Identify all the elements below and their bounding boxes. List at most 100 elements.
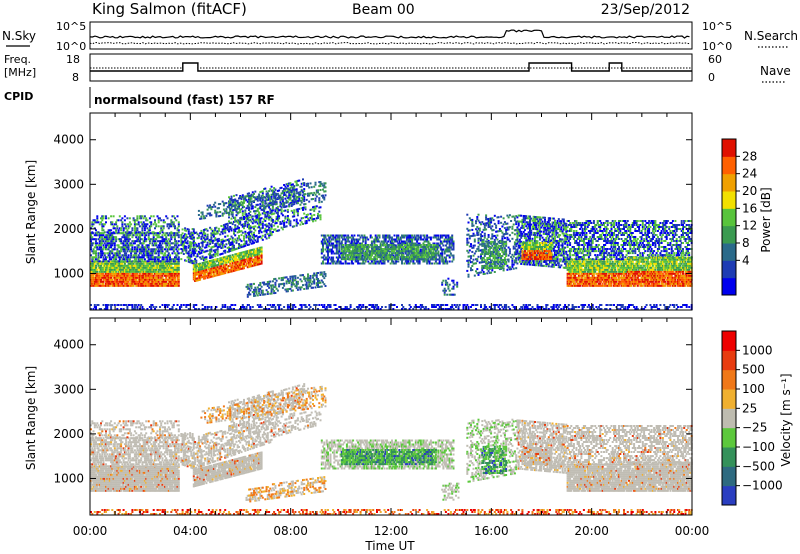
scatter-cell	[242, 210, 244, 212]
scatter-cell	[141, 258, 143, 260]
scatter-cell	[145, 225, 147, 227]
scatter-cell	[91, 236, 93, 238]
scatter-cell	[287, 215, 289, 217]
scatter-cell	[128, 248, 130, 250]
scatter-cell	[284, 210, 286, 212]
scatter-cell	[214, 206, 216, 208]
scatter-cell	[217, 248, 219, 250]
scatter-cell	[177, 215, 179, 217]
scatter-cell	[136, 219, 138, 221]
scatter-cell	[94, 263, 96, 265]
scatter-cell	[231, 218, 233, 220]
scatter-cell	[302, 209, 304, 211]
scatter-cell	[209, 243, 211, 245]
scatter-cell	[129, 217, 131, 219]
scatter-cell	[193, 237, 195, 239]
scatter-cell	[126, 229, 128, 231]
scatter-cell	[178, 281, 180, 283]
scatter-cell	[139, 273, 141, 275]
scatter-cell	[278, 229, 280, 231]
scatter-cell	[131, 227, 133, 229]
scatter-cell	[315, 220, 317, 222]
scatter-cell	[185, 234, 187, 236]
scatter-cell	[133, 217, 135, 219]
scatter-cell	[162, 275, 164, 277]
scatter-cell	[162, 277, 164, 279]
scatter-cell	[154, 240, 156, 242]
scatter-cell	[293, 219, 295, 221]
scatter-cell	[123, 242, 125, 244]
scatter-cell	[174, 277, 176, 279]
scatter-cell	[109, 285, 111, 287]
scatter-cell	[164, 254, 166, 256]
scatter-cell	[163, 227, 165, 229]
scatter-cell	[150, 215, 152, 217]
scatter-cell	[165, 236, 167, 238]
scatter-cell	[115, 236, 117, 238]
scatter-cell	[105, 217, 107, 219]
scatter-cell	[101, 236, 103, 238]
scatter-cell	[231, 196, 233, 198]
scatter-cell	[178, 277, 180, 279]
scatter-cell	[248, 217, 250, 219]
scatter-cell	[111, 252, 113, 254]
scatter-cell	[178, 279, 180, 281]
scatter-cell	[263, 212, 265, 214]
scatter-cell	[158, 234, 160, 236]
scatter-cell	[113, 215, 115, 217]
scatter-cell	[316, 205, 318, 207]
scatter-cell	[110, 246, 112, 248]
scatter-cell	[227, 223, 229, 225]
scatter-cell	[175, 248, 177, 250]
scatter-cell	[170, 234, 172, 236]
scatter-cell	[202, 244, 204, 246]
scatter-cell	[109, 256, 111, 258]
scatter-cell	[187, 242, 189, 244]
scatter-cell	[169, 256, 171, 258]
scatter-cell	[135, 236, 137, 238]
scatter-cell	[168, 238, 170, 240]
scatter-cell	[242, 212, 244, 214]
freq-strip: Freq. [MHz] 18 8 60 0 Nave	[4, 53, 791, 84]
scatter-cell	[271, 227, 273, 229]
nsearch-tick-bottom: 10^0	[702, 40, 732, 53]
scatter-cell	[204, 241, 206, 243]
scatter-cell	[187, 240, 189, 242]
scatter-cell	[95, 238, 97, 240]
scatter-cell	[113, 225, 115, 227]
scatter-cell	[128, 227, 130, 229]
scatter-cell	[111, 234, 113, 236]
scatter-cell	[144, 246, 146, 248]
scatter-cell	[148, 231, 150, 233]
scatter-cell	[160, 244, 162, 246]
scatter-cell	[139, 240, 141, 242]
scatter-cell	[293, 209, 295, 211]
scatter-cell	[185, 246, 187, 248]
scatter-cell	[98, 231, 100, 233]
scatter-cell	[189, 249, 191, 251]
scatter-cell	[165, 277, 167, 279]
scatter-cell	[121, 217, 123, 219]
scatter-cell	[185, 260, 187, 262]
scatter-cell	[303, 188, 305, 190]
scatter-cell	[172, 252, 174, 254]
scatter-cell	[252, 207, 254, 209]
scatter-cell	[148, 281, 150, 283]
scatter-cell	[178, 229, 180, 231]
scatter-cell	[222, 233, 224, 235]
scatter-cell	[190, 246, 192, 248]
scatter-cell	[209, 204, 211, 206]
scatter-cell	[91, 231, 93, 233]
scatter-cell	[165, 246, 167, 248]
scatter-cell	[144, 260, 146, 262]
scatter-cell	[261, 257, 263, 259]
scatter-cell	[219, 233, 221, 235]
scatter-cell	[261, 253, 263, 255]
scatter-cell	[149, 229, 151, 231]
scatter-cell	[185, 250, 187, 252]
scatter-cell	[277, 226, 279, 228]
scatter-cell	[157, 215, 159, 217]
freq-unit-label: [MHz]	[4, 66, 36, 79]
scatter-cell	[113, 238, 115, 240]
scatter-cell	[272, 219, 274, 221]
